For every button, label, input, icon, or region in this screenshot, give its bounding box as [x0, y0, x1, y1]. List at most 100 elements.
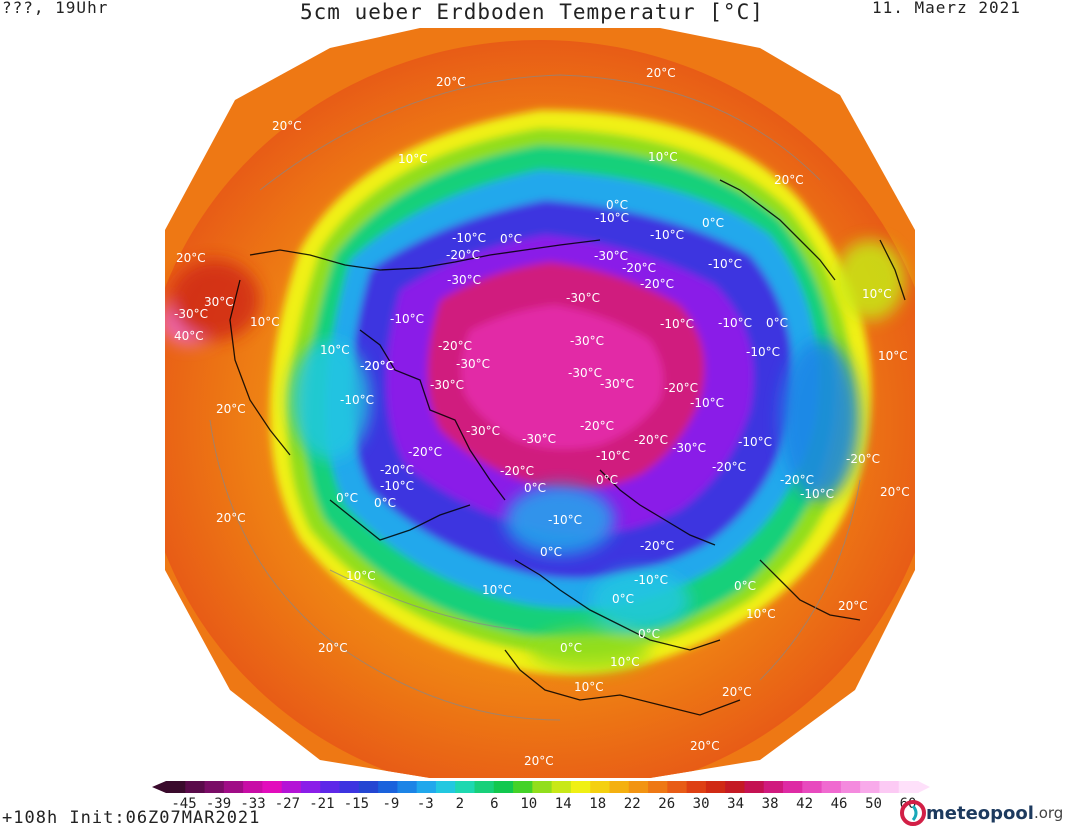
contour-label: 20°C — [774, 173, 804, 187]
contour-label: -10°C — [660, 317, 694, 331]
forecast-date-label: 11. Maerz 2021 — [872, 0, 1021, 17]
color-scale-swatch — [686, 781, 707, 793]
color-scale-tick-label: -9 — [382, 796, 399, 812]
color-scale-bar — [152, 781, 930, 793]
contour-label: 20°C — [318, 641, 348, 655]
color-scale-swatch — [223, 781, 244, 793]
contour-label: 20°C — [216, 511, 246, 525]
contour-label: -30°C — [447, 273, 481, 287]
color-scale-swatch — [474, 781, 495, 793]
contour-label: 0°C — [702, 216, 724, 230]
contour-label: -20°C — [780, 473, 814, 487]
color-scale-swatch — [243, 781, 264, 793]
color-scale-swatch — [783, 781, 803, 793]
contour-label: -10°C — [380, 479, 414, 493]
contour-label: 0°C — [374, 496, 396, 510]
color-scale-swatch — [551, 781, 572, 793]
color-scale-swatch — [898, 781, 919, 793]
contour-label: -20°C — [846, 452, 880, 466]
contour-label: 20°C — [176, 251, 206, 265]
contour-label: 20°C — [722, 685, 752, 699]
color-scale-tick-label: -21 — [309, 796, 334, 812]
color-scale-swatch — [840, 781, 861, 793]
contour-label: 10°C — [878, 349, 908, 363]
contour-label: -30°C — [174, 307, 208, 321]
color-scale-tick-label: 10 — [520, 796, 537, 812]
regional-patches — [165, 240, 905, 670]
run-info-label: +108h Init:06Z07MAR2021 — [2, 808, 261, 828]
color-scale-swatch — [300, 781, 321, 793]
color-scale-swatch — [204, 781, 225, 793]
color-scale-swatch — [744, 781, 765, 793]
color-scale-swatch — [378, 781, 398, 793]
brand-tld: .org — [1033, 804, 1064, 822]
contour-label: 10°C — [346, 569, 376, 583]
color-scale-tick-label: 2 — [456, 796, 464, 812]
contour-label: -30°C — [456, 357, 490, 371]
contour-label: -30°C — [466, 424, 500, 438]
color-scale-swatch — [435, 781, 456, 793]
color-scale-tick-label: 34 — [727, 796, 744, 812]
color-scale-swatch — [609, 781, 630, 793]
color-scale-swatch — [705, 781, 726, 793]
contour-label: -10°C — [690, 396, 724, 410]
color-scale-swatch — [590, 781, 611, 793]
contour-label: -20°C — [580, 419, 614, 433]
contour-label: -30°C — [600, 377, 634, 391]
contour-label: -10°C — [340, 393, 374, 407]
color-scale-tick-label: -39 — [206, 796, 231, 812]
contour-label: 0°C — [734, 579, 756, 593]
temperature-bands — [270, 110, 872, 674]
color-scale-swatch — [166, 781, 186, 793]
contour-label: 10°C — [250, 315, 280, 329]
contour-label: -10°C — [738, 435, 772, 449]
meteopool-logo[interactable]: meteopool .org — [900, 800, 1063, 826]
color-scale-tick-labels: -45 -39 -33 -27 -21 -15 -9 -3 2 6 10 14 18 22 26 30 34 38… — [171, 796, 916, 812]
contour-label: -20°C — [622, 261, 656, 275]
contour-label: -10°C — [548, 513, 582, 527]
contour-label: 10°C — [482, 583, 512, 597]
color-scale-tick-label: -15 — [344, 796, 369, 812]
contour-label: 10°C — [398, 152, 428, 166]
color-scale-swatch — [725, 781, 746, 793]
color-scale-swatch — [879, 781, 900, 793]
color-scale-swatch — [455, 781, 476, 793]
color-scale-swatch — [320, 781, 341, 793]
color-scale-tick-label: -3 — [417, 796, 434, 812]
color-scale-swatch — [802, 781, 823, 793]
color-scale-swatch — [339, 781, 360, 793]
color-scale-swatch — [821, 781, 842, 793]
color-scale-swatch — [860, 781, 881, 793]
contour-label: 30°C — [204, 295, 234, 309]
contour-label: -10°C — [390, 312, 424, 326]
map-title: 5cm ueber Erdboden Temperatur [°C] — [300, 0, 764, 24]
contour-label: 20°C — [646, 66, 676, 80]
contour-label: 20°C — [524, 754, 554, 768]
color-scale-tick-label: 42 — [796, 796, 813, 812]
contour-label: -10°C — [650, 228, 684, 242]
coastlines — [229, 179, 906, 716]
contour-label: 0°C — [612, 592, 634, 606]
contour-label: 0°C — [336, 491, 358, 505]
color-scale-tick-label: 50 — [865, 796, 882, 812]
color-scale-swatch — [281, 781, 302, 793]
contour-label: 20°C — [880, 485, 910, 499]
color-scale-swatch — [358, 781, 379, 793]
color-scale-cap-high — [918, 781, 930, 793]
contour-label: 10°C — [610, 655, 640, 669]
isotherms — [209, 74, 861, 721]
color-scale-tick-label: 30 — [693, 796, 710, 812]
color-scale-swatch — [648, 781, 668, 793]
color-scale-swatch — [397, 781, 418, 793]
contour-label: 0°C — [596, 473, 618, 487]
color-scale-tick-label: 18 — [589, 796, 606, 812]
contour-label: -20°C — [664, 381, 698, 395]
contour-label: -10°C — [596, 449, 630, 463]
contour-label: -30°C — [570, 334, 604, 348]
contour-label: -20°C — [634, 433, 668, 447]
color-scale-swatch — [532, 781, 553, 793]
contour-label: -20°C — [500, 464, 534, 478]
color-scale-swatch — [416, 781, 437, 793]
contour-label: 10°C — [862, 287, 892, 301]
